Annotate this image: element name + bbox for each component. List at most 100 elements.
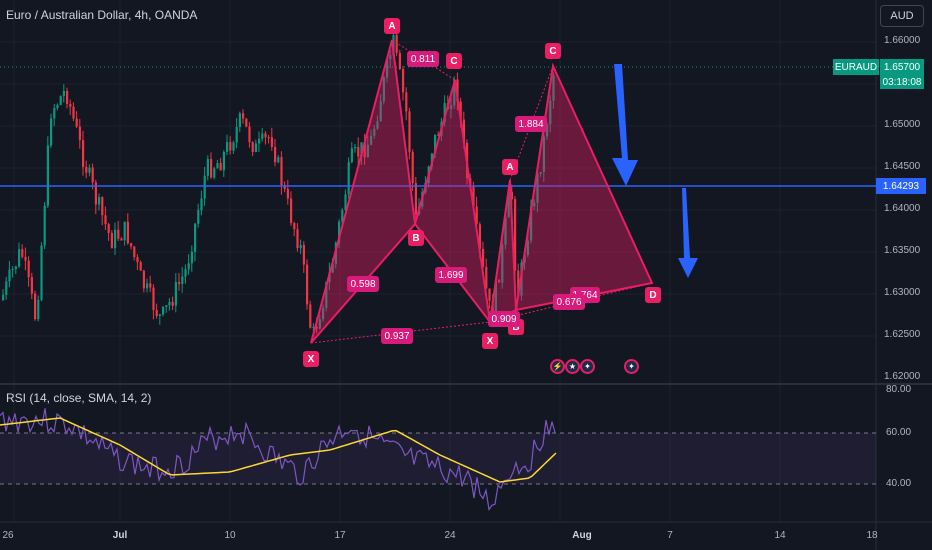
candle-body bbox=[30, 277, 33, 294]
au-flag-icon[interactable]: ✦ bbox=[624, 359, 639, 374]
grid bbox=[0, 0, 876, 522]
harmonic-pattern-1[interactable] bbox=[310, 39, 492, 344]
point-label-a[interactable]: A bbox=[502, 159, 518, 175]
candle-body bbox=[43, 205, 46, 246]
point-label-a[interactable]: A bbox=[384, 18, 400, 34]
currency-button[interactable]: AUD bbox=[880, 5, 924, 27]
candle-body bbox=[187, 263, 190, 270]
candle-body bbox=[82, 140, 85, 167]
candle-body bbox=[494, 279, 497, 317]
ratio-label[interactable]: 0.811 bbox=[407, 51, 439, 67]
candle-body bbox=[539, 172, 542, 174]
candle-body bbox=[395, 35, 398, 53]
rsi-axis-label: 40.00 bbox=[886, 478, 912, 489]
au-flag-icon[interactable]: ✦ bbox=[580, 359, 595, 374]
candle-body bbox=[117, 229, 120, 239]
candle-body bbox=[270, 137, 273, 147]
candle-body bbox=[155, 310, 158, 316]
candle-body bbox=[318, 319, 321, 329]
candle-body bbox=[376, 121, 379, 129]
candle-body bbox=[354, 146, 357, 149]
candle-body bbox=[66, 91, 69, 105]
candle-body bbox=[242, 113, 245, 119]
candle-body bbox=[200, 198, 203, 211]
point-label-d[interactable]: D bbox=[645, 287, 661, 303]
candle-body bbox=[344, 194, 347, 210]
ratio-label[interactable]: 1.699 bbox=[435, 267, 467, 283]
time-axis-label: 14 bbox=[774, 530, 786, 541]
ratio-label[interactable]: 0.676 bbox=[553, 294, 585, 310]
candle-body bbox=[546, 124, 549, 137]
candle-body bbox=[402, 69, 405, 93]
candle-body bbox=[75, 118, 78, 127]
candle-body bbox=[411, 151, 414, 184]
point-label-x[interactable]: X bbox=[303, 351, 319, 367]
candle-body bbox=[136, 257, 139, 263]
chart-title[interactable]: Euro / Australian Dollar, 4h, OANDA bbox=[6, 8, 198, 22]
harmonic-pattern-2[interactable] bbox=[488, 62, 654, 324]
candle-body bbox=[258, 138, 261, 144]
candle-body bbox=[290, 198, 293, 224]
candle-body bbox=[139, 262, 142, 271]
candle-body bbox=[459, 101, 462, 120]
candle-body bbox=[40, 245, 43, 300]
arrow-icon[interactable] bbox=[678, 188, 698, 278]
candle-body bbox=[302, 245, 305, 265]
candle-body bbox=[530, 206, 533, 241]
price-axis-label: 1.63500 bbox=[884, 245, 921, 256]
ratio-label[interactable]: 1.884 bbox=[515, 116, 547, 132]
candle-body bbox=[274, 146, 277, 163]
time-axis-label: 26 bbox=[2, 530, 14, 541]
candle-body bbox=[107, 224, 110, 233]
candle-body bbox=[222, 151, 225, 171]
rsi-title[interactable]: RSI (14, close, SMA, 14, 2) bbox=[6, 391, 152, 405]
candle-body bbox=[2, 294, 5, 300]
candle-body bbox=[126, 221, 129, 244]
candle-body bbox=[142, 270, 145, 289]
ratio-label[interactable]: 0.909 bbox=[488, 311, 520, 327]
point-label-x[interactable]: X bbox=[482, 333, 498, 349]
candle-body bbox=[382, 77, 385, 102]
candle-body bbox=[267, 137, 270, 139]
candle-body bbox=[504, 217, 507, 245]
time-axis-label: Aug bbox=[572, 530, 592, 541]
candle-body bbox=[261, 133, 264, 139]
candle-body bbox=[152, 287, 155, 311]
candle-body bbox=[379, 101, 382, 122]
candle-body bbox=[158, 314, 161, 316]
candle-body bbox=[110, 232, 113, 249]
price-axis-label: 1.64000 bbox=[884, 203, 921, 214]
candle-body bbox=[296, 229, 299, 249]
candle-body bbox=[5, 281, 8, 295]
candle-body bbox=[325, 282, 328, 309]
candle-body bbox=[312, 326, 315, 328]
candle-body bbox=[171, 301, 174, 306]
point-label-b[interactable]: B bbox=[408, 230, 424, 246]
candle-body bbox=[357, 146, 360, 157]
point-label-c[interactable]: C bbox=[545, 43, 561, 59]
candle-body bbox=[165, 305, 168, 307]
candle-body bbox=[533, 202, 536, 207]
current-price-badge: 1.65700 bbox=[880, 59, 924, 75]
ratio-label[interactable]: 0.598 bbox=[347, 276, 379, 292]
candle-body bbox=[526, 240, 529, 256]
candle-body bbox=[485, 266, 488, 289]
candle-body bbox=[178, 282, 181, 284]
time-axis-label: 18 bbox=[866, 530, 878, 541]
candle-body bbox=[408, 111, 411, 152]
candle-body bbox=[213, 168, 216, 178]
candle-body bbox=[405, 92, 408, 112]
candle-body bbox=[56, 104, 59, 108]
arrow-icon[interactable] bbox=[612, 64, 638, 186]
ratio-label[interactable]: 0.937 bbox=[381, 328, 413, 344]
candle-body bbox=[373, 128, 376, 136]
point-label-c[interactable]: C bbox=[446, 53, 462, 69]
candle-body bbox=[248, 126, 251, 143]
eu-flag-icon[interactable]: ★ bbox=[565, 359, 580, 374]
lightning-icon[interactable]: ⚡ bbox=[550, 359, 565, 374]
candle-body bbox=[498, 279, 501, 283]
candle-body bbox=[341, 209, 344, 222]
candle-body bbox=[120, 238, 123, 241]
candle-body bbox=[478, 224, 481, 249]
